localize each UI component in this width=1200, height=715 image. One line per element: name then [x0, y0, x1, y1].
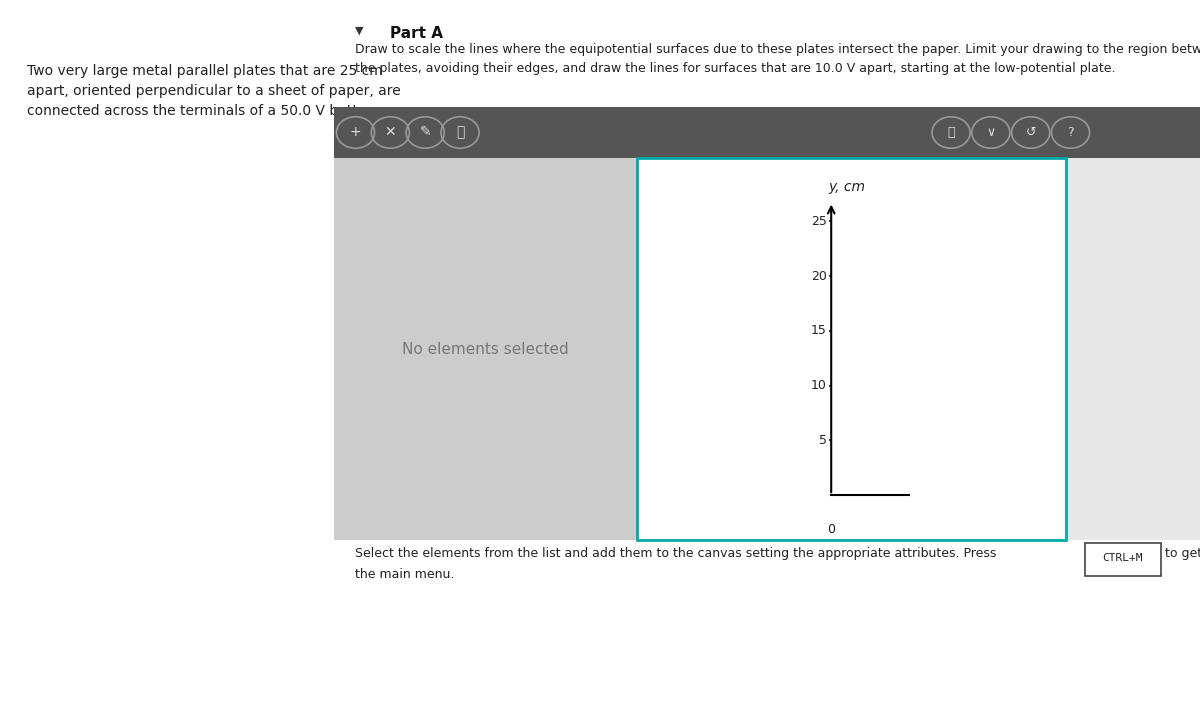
- Bar: [334, 158, 1200, 540]
- Text: Two very large metal parallel plates that are 25 cm
apart, oriented perpendicula: Two very large metal parallel plates tha…: [26, 64, 401, 119]
- Bar: [334, 158, 637, 540]
- Bar: [637, 158, 1066, 540]
- Text: ✕: ✕: [384, 126, 396, 139]
- Bar: [334, 107, 1200, 158]
- Text: Draw to scale the lines where the equipotential surfaces due to these plates int: Draw to scale the lines where the equipo…: [355, 43, 1200, 56]
- Text: ∨: ∨: [986, 126, 996, 139]
- Text: 15: 15: [811, 325, 827, 337]
- Text: CTRL+M: CTRL+M: [1103, 553, 1144, 563]
- Text: ?: ?: [1067, 126, 1074, 139]
- Text: ↺: ↺: [1026, 126, 1036, 139]
- Text: to get to: to get to: [1162, 547, 1200, 560]
- Text: Select the elements from the list and add them to the canvas setting the appropr: Select the elements from the list and ad…: [355, 547, 1001, 560]
- FancyBboxPatch shape: [1085, 543, 1162, 576]
- Text: the plates, avoiding their edges, and draw the lines for surfaces that are 10.0 : the plates, avoiding their edges, and dr…: [355, 62, 1116, 75]
- Text: +: +: [349, 126, 361, 139]
- Text: 20: 20: [811, 270, 827, 282]
- Text: 🗑: 🗑: [456, 126, 464, 139]
- Text: 5: 5: [818, 434, 827, 447]
- Text: ✎: ✎: [420, 126, 431, 139]
- Text: 0: 0: [827, 523, 835, 536]
- Text: the main menu.: the main menu.: [355, 568, 455, 581]
- Text: y, cm: y, cm: [828, 180, 865, 194]
- Text: ▼: ▼: [355, 26, 364, 36]
- Text: 💡: 💡: [947, 126, 955, 139]
- Text: No elements selected: No elements selected: [402, 342, 569, 357]
- Text: 25: 25: [811, 215, 827, 228]
- Text: Part A: Part A: [390, 26, 443, 41]
- Text: 10: 10: [811, 379, 827, 392]
